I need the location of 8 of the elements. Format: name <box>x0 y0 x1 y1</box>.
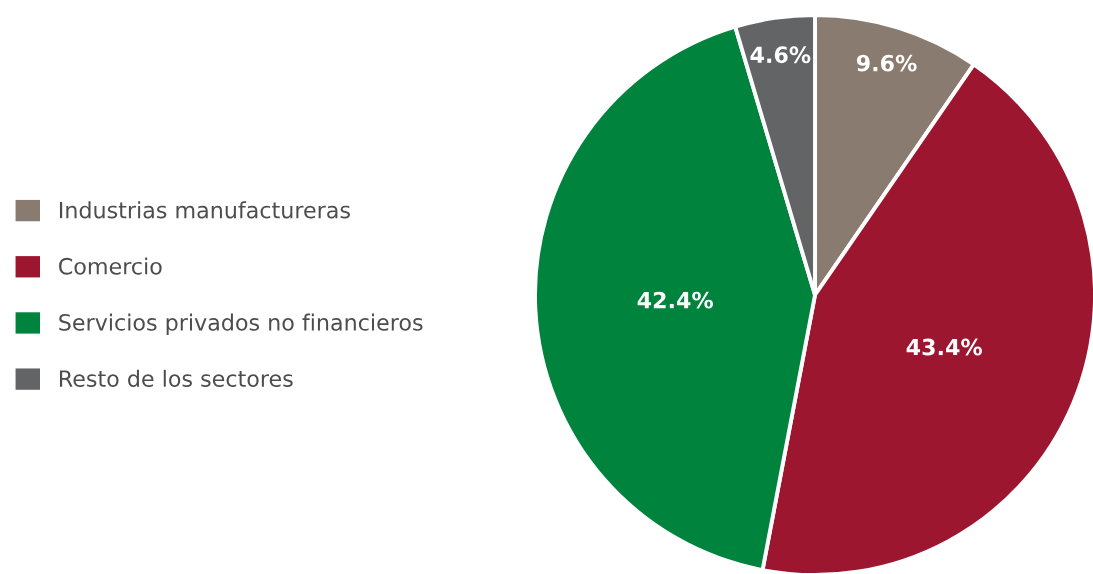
legend-label: Comercio <box>59 257 162 275</box>
data-label: 4.6% <box>750 46 811 64</box>
data-label: 43.4% <box>906 338 983 356</box>
data-label: 9.6% <box>856 54 917 72</box>
legend-label: Industrias manufactureras <box>59 201 350 219</box>
legend-label: Resto de los sectores <box>59 369 293 387</box>
legend-label: Servicios privados no financieros <box>59 313 423 336</box>
data-label: 42.4% <box>637 291 714 309</box>
